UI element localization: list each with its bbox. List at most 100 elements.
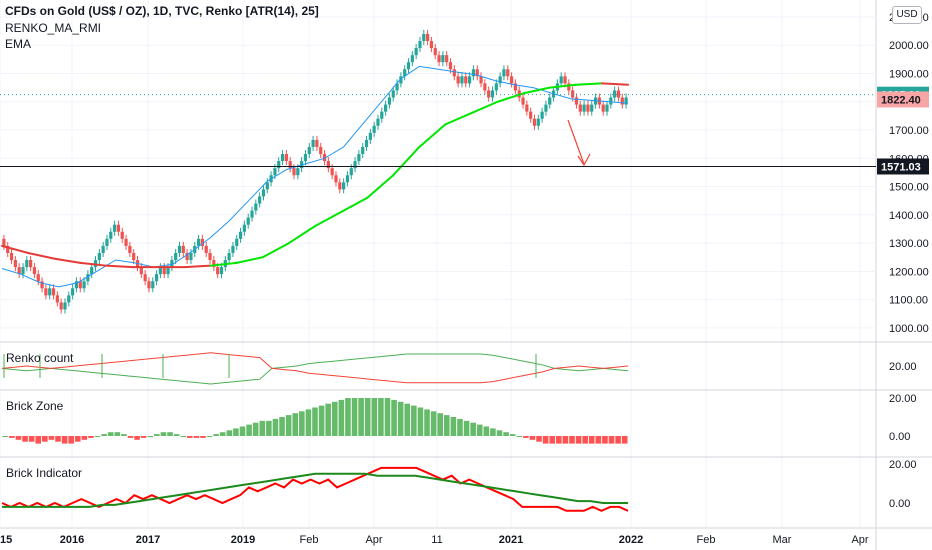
brick-zone-bar (503, 432, 509, 436)
brick-zone-bar (233, 428, 239, 436)
renko-brick (13, 260, 17, 268)
renko-brick (330, 168, 334, 176)
renko-brick (86, 274, 90, 282)
renko-brick (246, 217, 250, 225)
brick-zone-bar (285, 415, 292, 436)
brick-zone-bar (430, 411, 437, 436)
renko-brick (410, 55, 414, 63)
renko-brick (529, 111, 533, 119)
brick-zone-bar (22, 436, 28, 442)
indicator-renko-ma-rmi[interactable]: RENKO_MA_RMI (5, 21, 102, 35)
pane-label-brick-zone: Brick Zone (6, 399, 64, 413)
renko-brick (204, 245, 208, 253)
renko-brick (166, 267, 170, 275)
renko-brick (116, 224, 121, 232)
brick-zone-bar (358, 398, 364, 436)
x-tick-label: 2017 (136, 534, 160, 546)
renko-brick (67, 295, 71, 303)
brick-zone-bar (529, 436, 536, 440)
brick-zone-bar (147, 436, 154, 437)
x-tick-label: Feb (697, 534, 716, 546)
price-tag-label: 1822.40 (881, 94, 921, 106)
y-tick-label: 1900.00 (889, 68, 929, 80)
renko-brick (78, 281, 82, 289)
renko-brick (399, 76, 403, 84)
renko-brick (227, 252, 231, 261)
brick-zone-bar (160, 432, 167, 436)
brick-zone-bar (9, 436, 15, 438)
brick-indicator-signal (2, 472, 628, 508)
renko-brick (536, 118, 540, 126)
brick-zone-bar (226, 430, 233, 436)
renko-brick (97, 252, 101, 261)
brick-zone-bar (68, 436, 74, 444)
renko-brick (582, 104, 586, 112)
brick-zone-bar (28, 436, 35, 442)
renko-brick (9, 252, 14, 261)
renko-brick (143, 274, 147, 282)
brick-zone-bar (450, 417, 457, 436)
brick-zone-bar (569, 436, 575, 444)
renko-brick (147, 281, 151, 289)
currency-badge[interactable]: USD (892, 6, 922, 24)
renko-brick (238, 231, 243, 239)
renko-brick (170, 260, 174, 268)
brick-zone-bar (345, 398, 351, 436)
brick-zone-bar (411, 405, 417, 436)
renko-brick (571, 90, 575, 98)
brick-zone-bar (470, 422, 476, 436)
y-tick-label: 20.00 (889, 393, 917, 405)
renko-brick (456, 76, 460, 84)
brick-zone-bar (391, 399, 397, 436)
brick-zone-bar (608, 436, 615, 444)
renko-brick (6, 245, 10, 253)
ma-segment (548, 83, 577, 89)
indicator-ema[interactable]: EMA (5, 37, 32, 51)
renko-brick (292, 168, 296, 176)
renko-brick (464, 76, 468, 84)
brick-zone-bar (549, 436, 556, 444)
renko-brick (338, 182, 342, 190)
renko-brick (437, 55, 441, 63)
brick-zone-bar (15, 436, 22, 440)
brick-zone-bar (167, 432, 173, 436)
brick-zone-bar (173, 434, 180, 436)
renko-brick (2, 238, 6, 246)
renko-brick (74, 281, 79, 289)
renko-brick (380, 111, 384, 119)
renko-brick (616, 90, 621, 98)
renko-brick (25, 260, 29, 268)
pane-label-brick-indicator: Brick Indicator (6, 466, 83, 480)
renko-brick (563, 76, 567, 84)
x-tick-label: 2019 (231, 534, 255, 546)
y-tick-label: 1100.00 (889, 295, 928, 307)
ma-segment (209, 261, 238, 267)
renko-brick (120, 231, 124, 239)
renko-brick (273, 168, 277, 176)
brick-zone-bar (101, 434, 107, 436)
ma-segment (105, 264, 134, 269)
renko-brick (345, 175, 350, 183)
renko-brick (349, 168, 353, 176)
renko-brick (448, 62, 453, 70)
brick-zone-bar (536, 436, 542, 442)
brick-zone-bar (81, 436, 88, 440)
brick-zone-bar (384, 398, 391, 436)
renko-brick (372, 125, 376, 133)
brick-zone-bar (318, 405, 325, 436)
brick-zone-bar (266, 420, 272, 436)
brick-zone-bar (213, 434, 219, 436)
brick-zone-bar (2, 436, 9, 437)
renko-brick (384, 104, 388, 112)
renko-brick (112, 224, 117, 232)
renko-brick (452, 69, 456, 77)
renko-brick (574, 97, 579, 105)
brick-zone-bar (331, 401, 338, 436)
ma-segment (496, 92, 525, 103)
brick-zone-bar (180, 436, 187, 437)
renko-brick (586, 104, 590, 112)
brick-zone-bar (121, 434, 127, 436)
renko-brick (284, 154, 288, 162)
ma-segment (522, 86, 551, 95)
